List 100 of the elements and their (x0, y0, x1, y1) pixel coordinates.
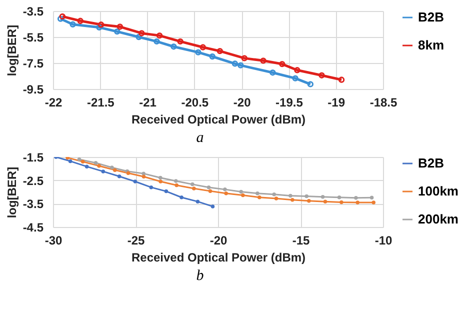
point (77, 157, 82, 162)
point (274, 196, 278, 200)
x-axis-title: Received Optical Power (dBm) (131, 112, 306, 126)
legend-label: 100km (418, 184, 458, 198)
point (323, 200, 328, 204)
point (133, 180, 138, 184)
point (117, 174, 122, 178)
point (156, 32, 163, 39)
point (80, 160, 85, 164)
point (356, 200, 360, 204)
y-tick-label: -3.5 (22, 4, 44, 18)
point (94, 160, 98, 165)
point (279, 60, 286, 68)
x-tick-label: -20.5 (181, 96, 209, 110)
y-tick-label: -4.5 (22, 220, 44, 234)
point (77, 18, 84, 24)
point (239, 190, 243, 194)
y-tick-label: -2.5 (22, 174, 44, 188)
y-tick-label: -7.5 (22, 56, 44, 70)
x-tick-label: -20 (233, 96, 252, 110)
point (216, 48, 223, 54)
point (270, 70, 276, 76)
point (174, 183, 178, 188)
x-tick-label: -20 (210, 234, 228, 248)
y-tick-label: -9.5 (22, 82, 44, 96)
point (318, 72, 325, 78)
point (177, 38, 184, 45)
point (224, 192, 228, 196)
point (158, 176, 162, 180)
point (96, 24, 102, 30)
point (101, 170, 106, 174)
point (138, 30, 145, 36)
point (114, 28, 120, 35)
legend-label: 200km (418, 212, 458, 226)
point (97, 164, 101, 168)
point (354, 196, 358, 200)
point (209, 53, 216, 60)
y-axis-title: log[BER] (4, 166, 19, 218)
point (232, 60, 238, 67)
point (142, 172, 146, 176)
point (154, 38, 160, 45)
x-tick-label: -21.5 (86, 96, 115, 110)
x-tick-label: -30 (44, 234, 62, 248)
text: b (195, 268, 205, 284)
point (210, 204, 215, 208)
point (190, 182, 194, 186)
point (294, 67, 300, 74)
point (196, 200, 200, 204)
point (180, 196, 184, 200)
point (241, 193, 245, 198)
point (238, 62, 244, 68)
point (149, 185, 154, 190)
point (260, 58, 266, 64)
x-axis-title: Received Optical Power (dBm) (131, 250, 306, 264)
point (256, 192, 260, 196)
legend-label: 8km (418, 38, 444, 52)
point (241, 55, 248, 62)
point (66, 157, 70, 160)
x-tick-label: -22 (44, 96, 62, 110)
point (206, 185, 211, 190)
point (110, 166, 114, 170)
point (320, 195, 325, 199)
y-tick-label: -3.5 (22, 197, 44, 212)
point (164, 189, 168, 194)
point (170, 44, 177, 50)
point (304, 194, 308, 198)
x-tick-label: -21 (139, 96, 157, 110)
point (200, 44, 206, 50)
point (84, 164, 89, 168)
point (98, 22, 104, 28)
y-axis-title: log[BER] (4, 24, 19, 76)
point (340, 200, 344, 204)
point (370, 196, 374, 200)
point (70, 21, 76, 28)
point (174, 179, 178, 183)
point (68, 159, 72, 164)
x-tick-label: -19 (328, 96, 346, 110)
text: a (195, 130, 205, 146)
point (208, 189, 212, 193)
x-tick-label: -15 (292, 234, 310, 248)
x-tick-label: -10 (374, 234, 392, 248)
point (337, 196, 342, 200)
point (272, 192, 276, 196)
x-tick-label: -18.5 (370, 96, 398, 110)
point (116, 24, 124, 30)
point (195, 49, 202, 56)
point (292, 75, 298, 82)
x-tick-label: -25 (127, 234, 145, 248)
point (290, 198, 294, 202)
point (258, 196, 262, 200)
point (142, 174, 146, 178)
point (307, 199, 311, 203)
point (223, 188, 227, 192)
point (158, 180, 162, 184)
legend-label: B2B (418, 10, 444, 24)
point (288, 194, 292, 198)
point (136, 34, 142, 40)
legend-label: B2B (418, 156, 444, 170)
point (372, 200, 376, 204)
y-tick-label: -5.5 (22, 30, 44, 44)
